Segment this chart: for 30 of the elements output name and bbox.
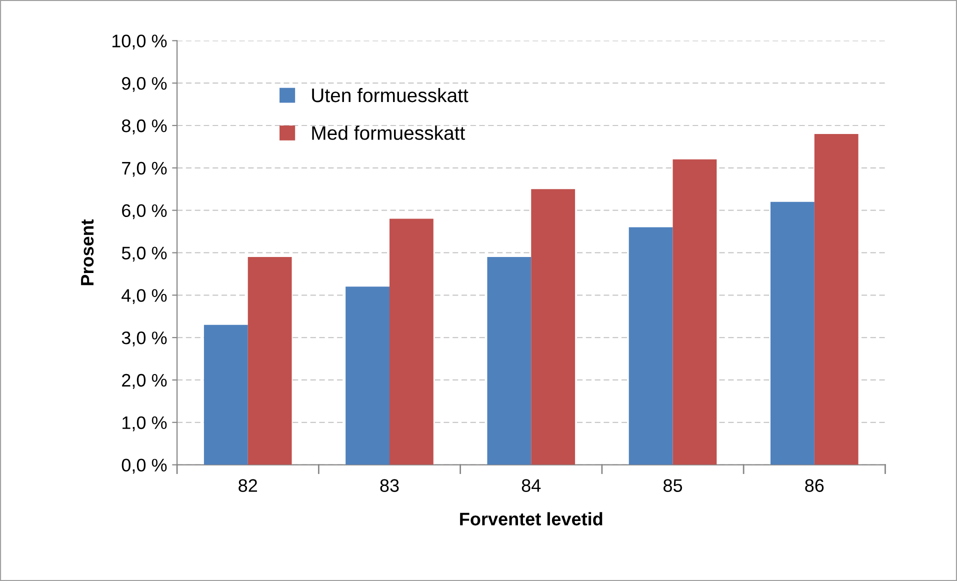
x-tick-label: 84 bbox=[522, 479, 541, 492]
x-tick-label: 86 bbox=[805, 479, 824, 492]
legend-label: Med formuesskatt bbox=[312, 126, 466, 140]
bar bbox=[204, 324, 248, 465]
y-tick-label: 5,0 % bbox=[122, 246, 167, 262]
y-tick-label: 9,0 % bbox=[122, 77, 167, 92]
x-tick-label: 83 bbox=[380, 479, 399, 492]
legend-label: Uten formuesskatt bbox=[312, 88, 468, 102]
x-tick-label: 85 bbox=[664, 479, 682, 492]
y-tick-label: 2,0 % bbox=[122, 374, 167, 389]
bar bbox=[248, 256, 292, 465]
bar bbox=[487, 256, 532, 465]
bar bbox=[770, 202, 814, 465]
bar bbox=[814, 134, 858, 465]
y-axis-title: Prosent bbox=[81, 219, 94, 286]
x-tick-label: 82 bbox=[238, 479, 257, 492]
y-tick-label: 3,0 % bbox=[122, 331, 167, 346]
y-tick-label: 8,0 % bbox=[122, 119, 167, 134]
y-tick-label: 1,0 % bbox=[122, 416, 167, 432]
y-tick-label: 10,0 % bbox=[112, 34, 167, 50]
bar bbox=[672, 159, 717, 465]
y-tick-label: 4,0 % bbox=[122, 289, 167, 304]
bar bbox=[346, 286, 390, 465]
x-axis-title: Forventet levetid bbox=[460, 512, 602, 526]
y-tick-label: 6,0 % bbox=[122, 204, 167, 220]
bar bbox=[531, 189, 576, 465]
y-tick-label: 0,0 % bbox=[122, 458, 167, 474]
y-tick-label: 7,0 % bbox=[122, 162, 167, 177]
bar bbox=[390, 218, 434, 465]
bar bbox=[628, 227, 673, 465]
